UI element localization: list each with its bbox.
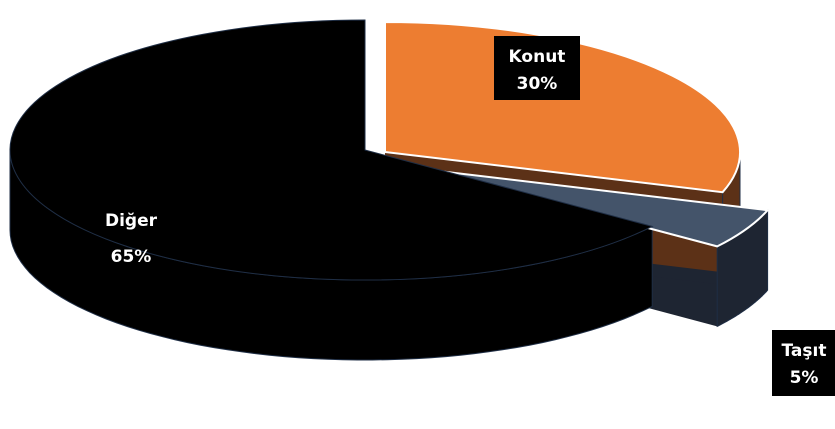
label-tasit-name: Taşıt (782, 341, 827, 361)
slice-konut (384, 20, 741, 194)
label-konut-box (494, 36, 580, 100)
label-diger-name: Diğer (105, 211, 158, 231)
label-diger-value: 65% (111, 247, 152, 267)
label-tasit-value: 5% (790, 368, 819, 388)
label-diger: Diğer 65% (105, 211, 158, 267)
label-tasit: Taşıt 5% (772, 330, 835, 396)
label-konut-name: Konut (509, 47, 566, 67)
label-konut-value: 30% (517, 74, 558, 94)
label-tasit-box (772, 330, 835, 396)
slice-tasit (429, 169, 770, 248)
label-konut: Konut 30% (494, 36, 580, 100)
slice-diger (9, 19, 654, 281)
